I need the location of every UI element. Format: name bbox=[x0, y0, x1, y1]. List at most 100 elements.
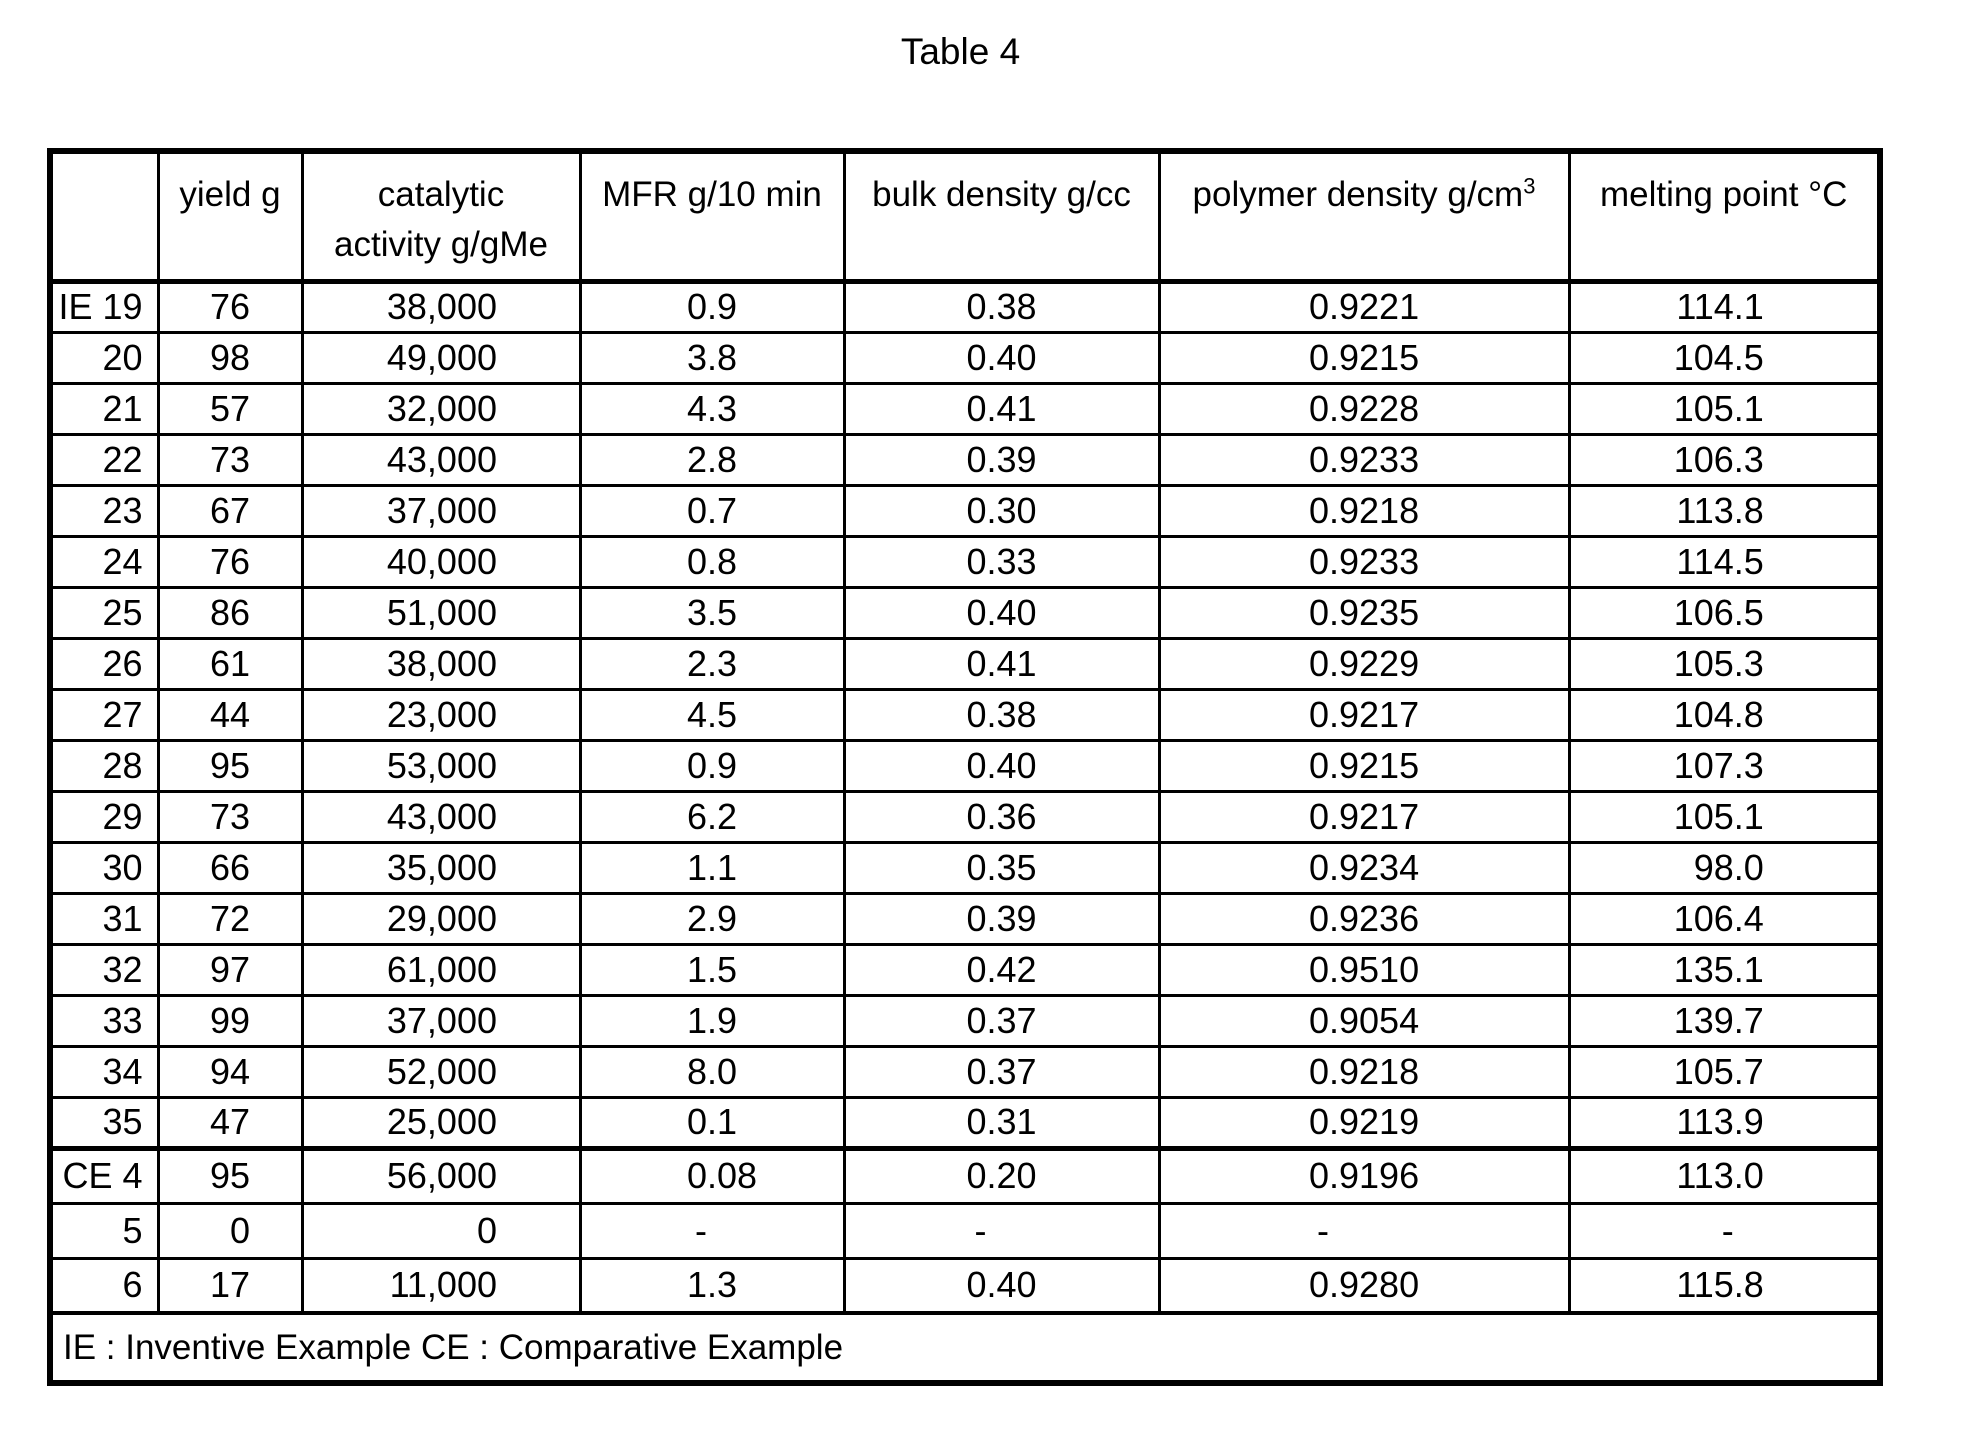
cell-catalytic_activity: 38,000 bbox=[300, 636, 582, 691]
value-integer-part: 0 bbox=[966, 948, 987, 990]
value-integer-part: 0 bbox=[966, 438, 987, 480]
cell-bulk_density: 0.38 bbox=[842, 279, 1161, 334]
cell-catalytic_activity: 35,000 bbox=[300, 840, 582, 895]
value-integer-part: 3 bbox=[687, 336, 708, 378]
value-fraction-part: .37 bbox=[986, 1050, 1037, 1092]
value-integer-part: 0 bbox=[687, 489, 708, 531]
cell-polymer_density: 0.9228 bbox=[1157, 381, 1571, 436]
value-integer-part: 0 bbox=[687, 286, 708, 327]
value-integer-part: 0 bbox=[1309, 438, 1330, 480]
value-integer-part: 114 bbox=[1676, 286, 1734, 327]
cell-melting_point: 105.7 bbox=[1567, 1044, 1882, 1099]
table-title: Table 4 bbox=[900, 31, 1021, 72]
cell-bulk_density: - bbox=[842, 1201, 1161, 1260]
value-integer-part: 0 bbox=[1309, 693, 1330, 735]
value-fraction-part: .35 bbox=[986, 846, 1037, 888]
value-integer-part: 95 bbox=[210, 744, 251, 786]
value-integer-part: 104 bbox=[1673, 693, 1734, 735]
value-integer-part: 2 bbox=[687, 438, 708, 480]
cell-catalytic_activity: 29,000 bbox=[300, 891, 582, 946]
cell-polymer_density: 0.9233 bbox=[1157, 534, 1571, 589]
table-row: 6 17 11,000 1.3 0.40 0.9280 115.8 bbox=[48, 1256, 1882, 1315]
table-row: 5 0 0 - - - - bbox=[48, 1201, 1882, 1260]
value-integer-part: 51,000 bbox=[386, 591, 497, 633]
value-integer-part: 1 bbox=[687, 999, 708, 1041]
cell-bulk_density: 0.33 bbox=[842, 534, 1161, 589]
cell-melting_point: 114.5 bbox=[1567, 534, 1882, 589]
header-polymer-density-base: polymer density g/cm bbox=[1192, 175, 1524, 214]
value-integer-part: 0 bbox=[966, 1050, 987, 1092]
cell-mfr: 2.8 bbox=[578, 432, 846, 487]
value-integer-part: 0 bbox=[1309, 897, 1330, 939]
value-fraction-part: .1 bbox=[707, 1101, 738, 1142]
cell-mfr: 8.0 bbox=[578, 1044, 846, 1099]
cell-bulk_density: 0.35 bbox=[842, 840, 1161, 895]
row-label: 34 bbox=[48, 1044, 160, 1099]
value-fraction-part: .9215 bbox=[1329, 336, 1420, 378]
value-integer-part: 0 bbox=[1309, 744, 1330, 786]
table-row: 31 72 29,000 2.9 0.39 0.9236 106.4 bbox=[48, 891, 1882, 946]
value-fraction-part: .40 bbox=[986, 1264, 1037, 1306]
value-fraction-part: .40 bbox=[986, 591, 1037, 633]
table-row: 29 73 43,000 6.2 0.36 0.9217 105.1 bbox=[48, 789, 1882, 844]
footnote-row: IE : Inventive Example CE : Comparative … bbox=[48, 1311, 1882, 1385]
row-label: 33 bbox=[48, 993, 160, 1048]
value-integer-part: 0 bbox=[966, 897, 987, 939]
value-integer-part: 29,000 bbox=[386, 897, 497, 939]
header-melting-point: melting point °C bbox=[1567, 149, 1882, 283]
value-fraction-part: .0 bbox=[1733, 846, 1764, 888]
cell-catalytic_activity: 40,000 bbox=[300, 534, 582, 589]
cell-mfr: 1.3 bbox=[578, 1256, 846, 1315]
cell-bulk_density: 0.40 bbox=[842, 585, 1161, 640]
cell-catalytic_activity: 38,000 bbox=[300, 279, 582, 334]
cell-bulk_density: 0.40 bbox=[842, 738, 1161, 793]
value-integer-part: 47 bbox=[210, 1101, 251, 1142]
table-row: 28 95 53,000 0.9 0.40 0.9215 107.3 bbox=[48, 738, 1882, 793]
value-integer-part: 52,000 bbox=[386, 1050, 497, 1092]
value-integer-part: 0 bbox=[1309, 1155, 1330, 1196]
table-row: 32 97 61,000 1.5 0.42 0.9510 135.1 bbox=[48, 942, 1882, 997]
cell-melting_point: - bbox=[1567, 1201, 1882, 1260]
value-integer-part: 0 bbox=[687, 540, 708, 582]
value-integer-part: 0 bbox=[1309, 795, 1330, 837]
value-integer-part: 105 bbox=[1673, 1050, 1734, 1092]
value-integer-part: 0 bbox=[966, 540, 987, 582]
value-fraction-part: .0 bbox=[1733, 1155, 1764, 1196]
cell-melting_point: 114.1 bbox=[1567, 279, 1882, 334]
value-integer-part: 3 bbox=[687, 591, 708, 633]
cell-yield: 61 bbox=[156, 636, 304, 691]
value-integer-part: 97 bbox=[210, 948, 251, 990]
value-integer-part: 114 bbox=[1676, 540, 1734, 582]
table-row: 25 86 51,000 3.5 0.40 0.9235 106.5 bbox=[48, 585, 1882, 640]
value-fraction-part: .5 bbox=[1733, 540, 1764, 582]
value-integer-part: 23,000 bbox=[386, 693, 497, 735]
cell-catalytic_activity: 51,000 bbox=[300, 585, 582, 640]
value-fraction-part: .7 bbox=[707, 489, 738, 531]
footnote: IE : Inventive Example CE : Comparative … bbox=[48, 1311, 1882, 1385]
value-integer-part: 0 bbox=[966, 642, 987, 684]
cell-yield: 17 bbox=[156, 1256, 304, 1315]
value-fraction-part: .42 bbox=[986, 948, 1037, 990]
cell-melting_point: 106.3 bbox=[1567, 432, 1882, 487]
value-integer-part: - bbox=[1721, 1209, 1734, 1251]
cell-bulk_density: 0.42 bbox=[842, 942, 1161, 997]
value-fraction-part: .8 bbox=[1733, 1264, 1764, 1306]
cell-polymer_density: 0.9215 bbox=[1157, 330, 1571, 385]
cell-mfr: 4.5 bbox=[578, 687, 846, 742]
cell-polymer_density: 0.9218 bbox=[1157, 1044, 1571, 1099]
header-yield: yield g bbox=[156, 149, 304, 283]
cell-catalytic_activity: 23,000 bbox=[300, 687, 582, 742]
row-label: 6 bbox=[48, 1256, 160, 1315]
cell-polymer_density: 0.9217 bbox=[1157, 789, 1571, 844]
value-integer-part: 0 bbox=[966, 999, 987, 1041]
cell-melting_point: 115.8 bbox=[1567, 1256, 1882, 1315]
value-fraction-part: .9054 bbox=[1329, 999, 1420, 1041]
row-label: 22 bbox=[48, 432, 160, 487]
value-fraction-part: .39 bbox=[986, 897, 1037, 939]
cell-bulk_density: 0.36 bbox=[842, 789, 1161, 844]
cell-catalytic_activity: 37,000 bbox=[300, 483, 582, 538]
value-fraction-part: .41 bbox=[986, 387, 1037, 429]
cell-polymer_density: 0.9217 bbox=[1157, 687, 1571, 742]
cell-yield: 73 bbox=[156, 789, 304, 844]
cell-yield: 86 bbox=[156, 585, 304, 640]
